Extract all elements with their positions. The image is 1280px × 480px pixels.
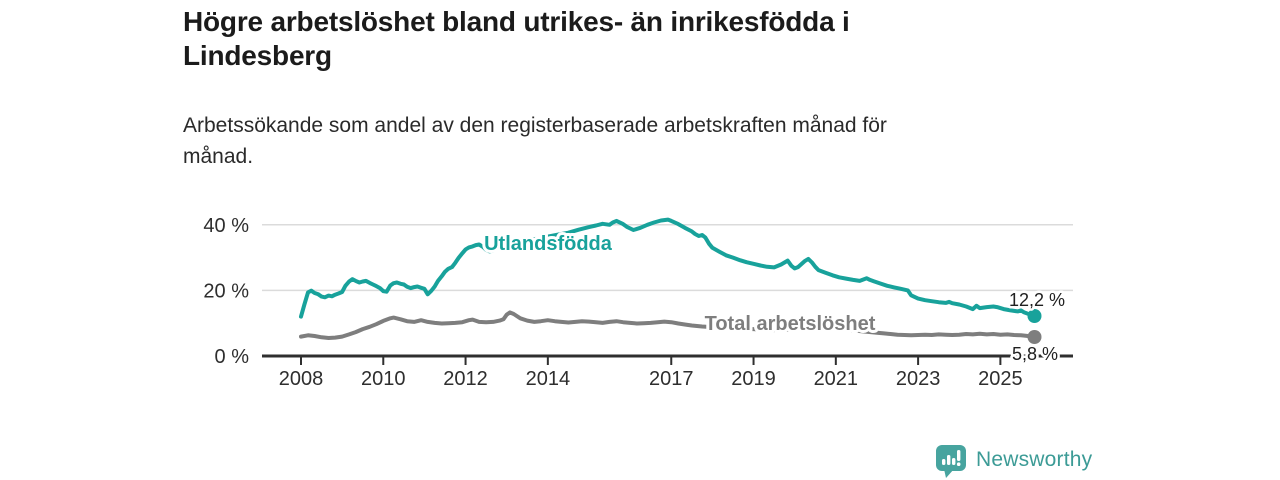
x-axis-label: 2021 <box>814 368 859 390</box>
y-axis-label: 0 % <box>215 346 250 368</box>
x-axis-label: 2008 <box>279 368 324 390</box>
page-title-line2: Lindesberg <box>183 40 332 71</box>
series-line-total <box>299 310 1037 340</box>
chart-axes-group: 0 % 20 % 40 % 2008 2010 2012 2014 2017 2019 2021 2… <box>203 215 1073 390</box>
end-dot-total <box>1027 330 1042 344</box>
end-value-label-total: 5,8 % <box>1012 344 1058 364</box>
page-title: Högre arbetslöshet bland utrikes- än inr… <box>183 5 1043 73</box>
chart-subtitle-line2: månad. <box>183 145 254 168</box>
x-axis-label: 2025 <box>978 368 1023 390</box>
chart-header: Högre arbetslöshet bland utrikes- än inr… <box>183 5 1043 73</box>
chart-subtitle: Arbetssökande som andel av den registerb… <box>183 110 1043 172</box>
x-axis-label: 2017 <box>649 368 694 390</box>
x-axis-label: 2012 <box>443 368 488 390</box>
x-axis-label: 2019 <box>731 368 776 390</box>
brand-name: Newsworthy <box>976 448 1093 471</box>
x-axis-label: 2014 <box>526 368 571 390</box>
chart-series-group <box>299 217 1042 344</box>
end-value-label-utlandsfodda: 12,2 % <box>1009 290 1065 310</box>
newsworthy-logo-icon <box>936 445 966 478</box>
logo-bars-icon <box>942 450 961 466</box>
logo-bubble-tail <box>944 469 954 478</box>
y-axis-label: 40 % <box>203 215 249 237</box>
x-axis-label: 2023 <box>896 368 941 390</box>
page-title-line1: Högre arbetslöshet bland utrikes- än inr… <box>183 6 850 37</box>
x-axis-label: 2010 <box>361 368 406 390</box>
logo-bubble <box>936 445 966 471</box>
series-line-utlandsfodda <box>299 217 1037 319</box>
newsworthy-brand: Newsworthy <box>936 445 1092 479</box>
series-label-total: Total arbetslöshet <box>705 313 876 335</box>
series-label-utlandsfodda: Utlandsfödda <box>484 233 613 255</box>
end-dot-utlandsfodda <box>1027 309 1042 323</box>
y-axis-label: 20 % <box>203 280 249 302</box>
chart-subtitle-line1: Arbetssökande som andel av den registerb… <box>183 114 887 137</box>
